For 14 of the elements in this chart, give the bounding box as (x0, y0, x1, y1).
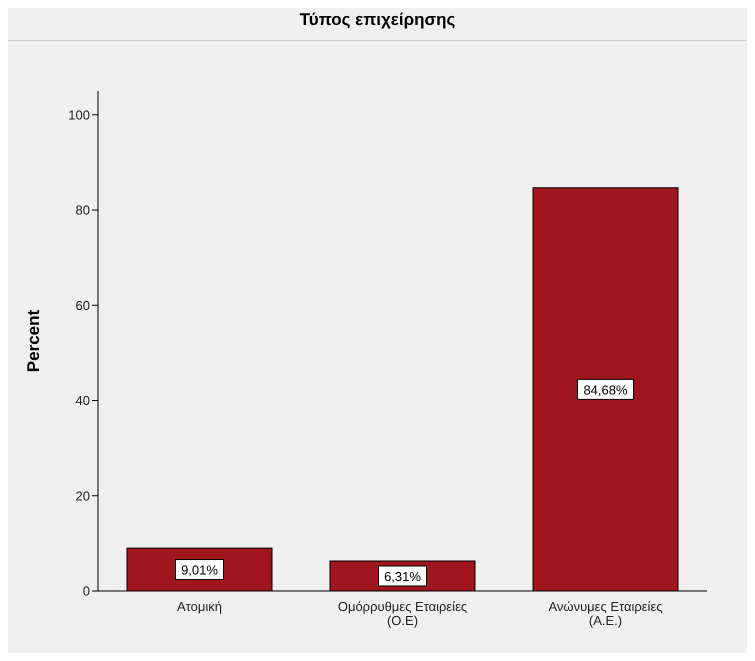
data-label: 9,01% (181, 562, 218, 578)
x-tick-label: Ανώνυμες Εταιρείες (Α.Ε.) (548, 599, 663, 628)
x-tick-label: Ατομική (177, 599, 222, 614)
y-tick-label: 100 (68, 107, 90, 122)
y-axis-title: Percent (24, 309, 44, 372)
chart-title: Τύπος επιχείρησης (8, 8, 747, 41)
y-tick-label: 80 (76, 202, 90, 218)
y-tick-label: 0 (82, 584, 90, 599)
x-tick-label: Ομόρρυθμες Εταιρείες (Ο.Ε) (338, 599, 468, 628)
y-tick-label: 20 (76, 488, 90, 504)
data-label: 6,31% (384, 568, 422, 584)
y-tick-label: 60 (76, 298, 90, 313)
y-tick-label: 40 (76, 393, 90, 408)
data-label: 84,68% (583, 382, 628, 398)
